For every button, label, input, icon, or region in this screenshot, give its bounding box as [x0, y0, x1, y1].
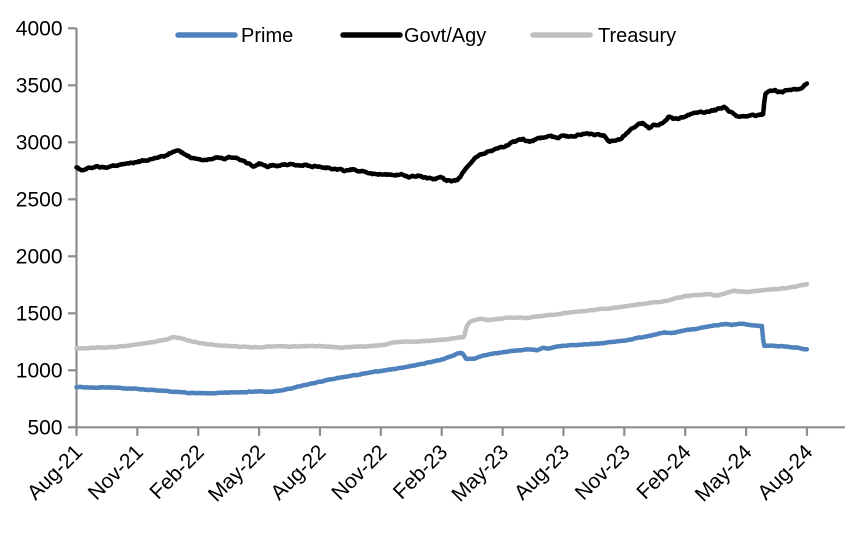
- x-tick-label: May-24: [691, 440, 757, 506]
- x-tick-label: May-22: [204, 441, 270, 507]
- y-tick-label: 1000: [16, 359, 63, 382]
- x-tick-label: May-23: [447, 441, 513, 507]
- x-tick-label: Aug-21: [23, 441, 87, 505]
- series-layer: [74, 81, 810, 396]
- x-tick-label: Aug-23: [510, 441, 574, 505]
- x-tick-label: Nov-23: [571, 441, 635, 505]
- axes-layer: 5001000150020002500300035004000Aug-21Nov…: [16, 17, 845, 506]
- legend-label-prime: Prime: [241, 25, 293, 47]
- series-line-govt-agy: [74, 81, 810, 184]
- legend-label-govt-agy: Govt/Agy: [404, 25, 486, 47]
- x-tick-label: Nov-21: [84, 441, 148, 505]
- x-tick-label: Feb-24: [632, 440, 696, 504]
- series-line-treasury: [74, 282, 810, 351]
- x-tick-label: Nov-22: [327, 441, 391, 505]
- x-tick-label: Feb-23: [389, 441, 452, 504]
- y-tick-label: 1500: [16, 302, 63, 325]
- y-tick-label: 500: [27, 416, 62, 439]
- y-tick-label: 2500: [16, 188, 63, 211]
- x-tick-label: Feb-22: [145, 441, 208, 504]
- x-tick-label: Aug-22: [266, 441, 330, 505]
- legend-layer: Prime Govt/Agy Treasury: [175, 25, 676, 47]
- y-tick-label: 3000: [16, 131, 63, 154]
- x-tick-label: Aug-24: [753, 440, 817, 504]
- y-tick-label: 3500: [16, 74, 63, 97]
- y-tick-label: 2000: [16, 245, 63, 268]
- series-line-prime: [74, 321, 810, 396]
- legend-label-treasury: Treasury: [598, 25, 676, 47]
- y-tick-label: 4000: [16, 17, 63, 40]
